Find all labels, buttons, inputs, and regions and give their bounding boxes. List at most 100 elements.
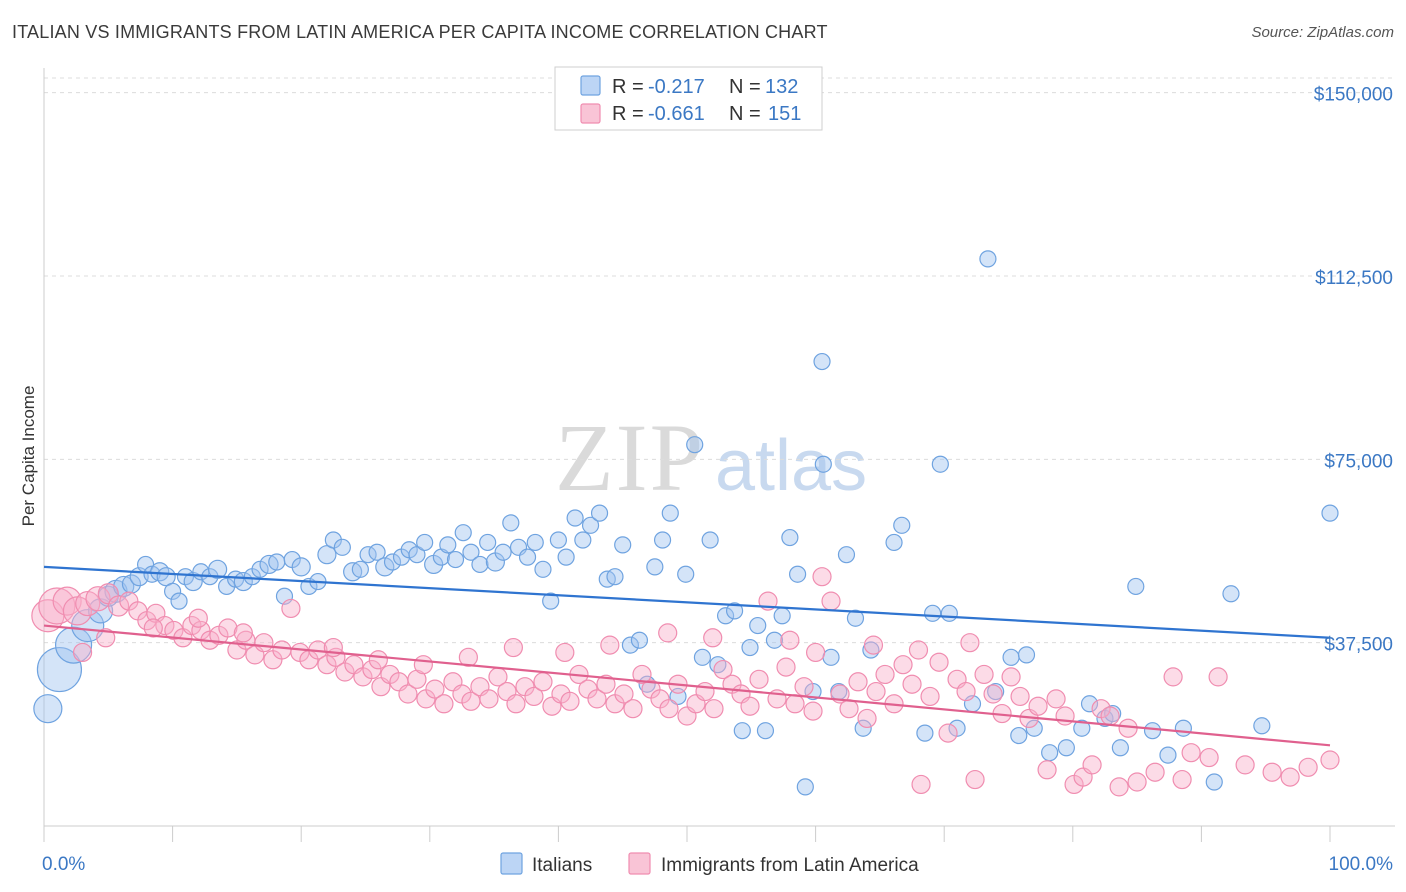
legend-n-value-1: 132 [765,76,798,98]
legend-r-label-2: R = [612,103,644,125]
point-2-63 [614,684,634,704]
point-1-92 [788,565,807,583]
point-2-109 [1028,696,1048,716]
point-1-116 [1041,744,1059,762]
point-2-83 [794,677,814,697]
point-1-81 [701,531,719,549]
trend-line-2 [43,624,1331,747]
legend-n-label-2: N = [729,103,761,125]
point-2-106 [1001,667,1021,687]
point-1-39 [368,543,386,561]
legend-swatch-latin [580,103,601,124]
point-2-61 [596,674,616,694]
point-1-51 [462,543,480,561]
point-1-107 [931,455,949,473]
point-2-126 [1208,667,1228,687]
point-2-122 [1163,667,1183,687]
point-1-111 [979,250,997,268]
point-1-34 [324,531,342,549]
point-1-0 [33,694,63,724]
point-1-96 [814,455,832,473]
point-1-101 [854,719,872,737]
point-1-103 [885,533,903,552]
bottom-legend-swatch-italians [500,852,523,875]
point-1-97 [822,648,840,666]
axes [43,68,1395,842]
point-2-118 [1109,777,1129,797]
point-1-44 [408,546,426,564]
point-2-19 [218,618,238,638]
point-1-104 [893,516,911,534]
y-tick-labels: $37,500 $75,000 $112,500 $150,000 [1314,85,1393,656]
legend-r-value-2: -0.661 [648,103,705,125]
point-1-1 [36,646,83,693]
point-2-150 [72,642,93,663]
point-2-124 [1181,743,1201,763]
point-1-14 [164,582,182,600]
point-2-132 [960,633,980,653]
point-1-55 [494,543,512,561]
legend-r-value-1: -0.217 [648,76,705,98]
chart-title: ITALIAN VS IMMIGRANTS FROM LATIN AMERICA… [12,22,828,42]
watermark-atlas: atlas [715,426,867,506]
series-legend: Italians Immigrants from Latin America [500,852,919,876]
point-2-138 [658,623,678,643]
point-2-85 [812,567,832,587]
point-2-88 [839,699,859,719]
point-1-83 [716,607,735,625]
point-2-57 [560,691,580,711]
point-2-146 [233,623,253,643]
trend-line-1 [43,565,1331,639]
point-2-143 [413,655,433,675]
point-1-118 [1073,719,1091,737]
point-2-51 [506,694,526,714]
point-2-123 [1172,769,1192,790]
point-2-119 [1118,718,1138,738]
x-tick-end: 100.0% [1329,854,1394,875]
point-1-66 [581,516,600,534]
point-1-99 [837,546,856,564]
point-1-121 [1111,739,1129,757]
point-1-124 [1174,719,1192,737]
grid-lines [44,77,1395,644]
point-2-91 [866,681,886,702]
point-1-125 [1205,773,1223,791]
point-2-148 [143,618,163,638]
point-1-100 [846,609,865,627]
point-1-78 [677,565,695,583]
point-1-21 [218,577,236,596]
point-2-131 [1298,757,1318,777]
point-2-99 [938,723,958,743]
point-1-40 [375,557,395,577]
point-1-108 [940,604,958,622]
point-2-140 [555,642,575,663]
point-1-74 [646,558,664,576]
point-1-105 [916,724,934,742]
x-tick-start: 0.0% [42,854,85,875]
point-1-70 [614,536,632,554]
point-2-139 [600,635,620,655]
point-1-35 [333,538,351,556]
legend-r-label-1: R = [612,76,644,98]
point-1-119 [1080,695,1099,713]
point-1-56 [502,514,520,532]
point-1-41 [383,553,402,571]
point-1-75 [653,531,672,549]
point-2-72 [695,681,715,702]
point-1-127 [1253,717,1271,735]
point-2-125 [1199,747,1219,768]
point-2-115 [1082,755,1102,775]
point-1-72 [630,631,649,649]
point-2-97 [920,686,940,707]
point-1-76 [661,504,679,522]
point-2-117 [1100,706,1120,726]
bottom-legend-italians: Italians [532,855,592,876]
source-label: Source: ZipAtlas.com [1251,24,1394,41]
point-2-135 [805,642,826,663]
point-1-69 [606,568,624,586]
point-1-79 [686,436,704,454]
point-1-93 [796,778,814,796]
point-1-50 [454,524,472,542]
point-1-114 [1017,646,1036,664]
point-1-130 [1010,726,1028,745]
